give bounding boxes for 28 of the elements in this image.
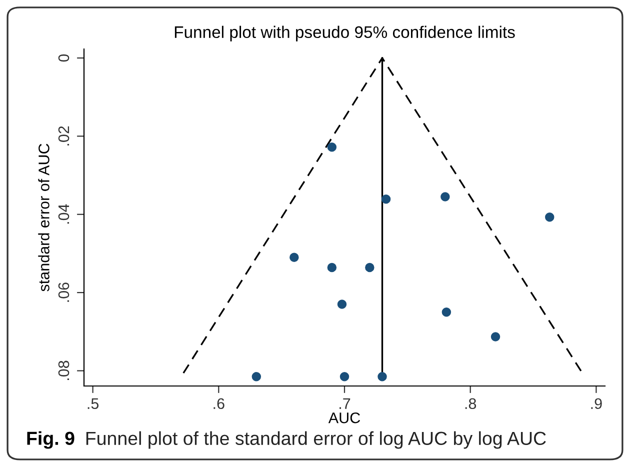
point [490,332,500,342]
text: Funnel plot of the standard error of log AUC by log AUC [86,431,546,449]
y-tick-label: .04 [58,204,70,224]
point [290,252,299,262]
y-tick-label: 0 [58,54,70,62]
chart-title: Funnel plot with pseudo 95% confidence limits [174,26,515,42]
x-tick-label: .7 [340,398,350,409]
x-tick-label: .9 [591,398,602,410]
point [337,300,347,309]
point [545,212,554,222]
point [252,372,262,382]
x-axis-title: AUC [328,412,360,424]
x-tick-label: .5 [88,398,99,410]
point [327,262,337,272]
point [340,372,350,382]
point [381,194,391,204]
point [365,262,374,272]
point [440,192,450,202]
y-tick-label: .08 [58,360,70,380]
point [327,142,337,152]
x-tick-label: .6 [214,398,224,410]
y-axis-title: standard error of AUC [38,144,50,292]
point [378,372,387,382]
x-tick-label: .8 [465,398,476,410]
y-tick-label: .06 [58,282,70,302]
point [442,307,452,317]
caption: Fig. 9 [27,431,74,449]
y-tick-label: .02 [58,126,70,146]
